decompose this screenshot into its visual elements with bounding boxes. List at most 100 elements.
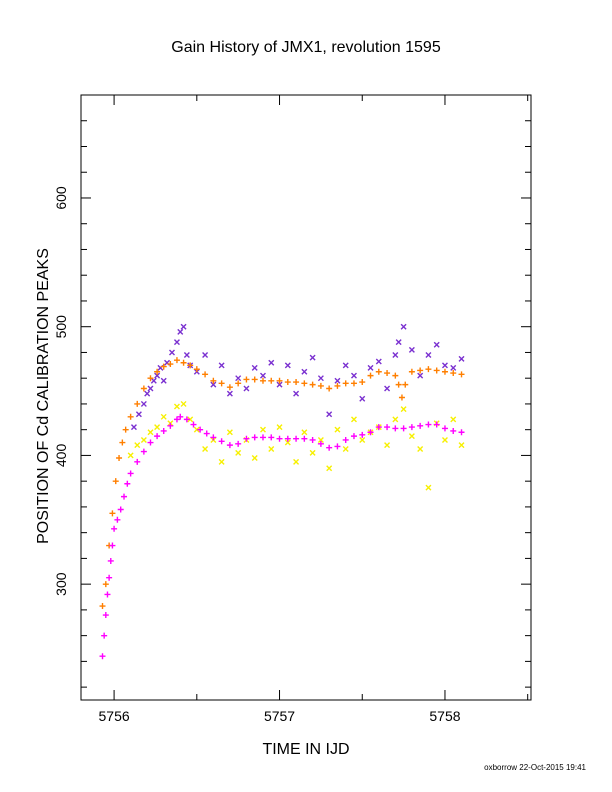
data-point [276,435,283,442]
data-point [235,440,242,447]
data-point [202,445,209,452]
y-tick-label: 600 [53,186,69,210]
data-point [124,480,131,487]
data-point [375,424,382,431]
data-point [202,371,209,378]
data-point [154,372,161,379]
data-point [134,442,141,449]
data-point [392,416,399,423]
data-point [226,429,233,436]
data-point [342,445,349,452]
series-group [127,400,465,491]
data-point [183,352,190,359]
data-point [160,363,167,370]
data-point [395,381,402,388]
data-point [392,372,399,379]
data-point [190,421,197,428]
data-point [425,366,432,373]
data-point [395,339,402,346]
data-point [301,368,308,375]
data-point [402,381,409,388]
data-point [102,612,109,619]
data-point [147,439,154,446]
data-point [425,352,432,359]
data-point [450,364,457,371]
data-point [326,465,333,472]
data-point [441,368,448,375]
axis-ticks [81,94,531,700]
data-point [425,484,432,491]
data-point [284,435,291,442]
data-point [134,400,141,407]
data-point [384,370,391,377]
data-point [111,525,118,532]
data-point [180,359,187,366]
data-point [210,377,217,384]
data-point [334,377,341,384]
data-point [140,385,147,392]
data-point [400,425,407,432]
data-point [154,368,161,375]
data-point [130,424,137,431]
data-point [433,421,440,428]
data-point [243,385,250,392]
data-point [203,430,210,437]
data-point [301,380,308,387]
data-point [317,436,324,443]
data-point [268,434,275,441]
data-point [226,390,233,397]
data-point [400,323,407,330]
data-point [154,433,161,440]
data-point [140,436,147,443]
data-point [173,357,180,364]
data-point [116,455,123,461]
data-point [99,603,106,610]
data-point [268,377,275,384]
data-point [342,362,349,369]
data-point [417,367,424,374]
series-group [99,357,465,610]
data-point [187,416,194,423]
data-point [259,426,266,433]
data-point [122,426,129,433]
data-point [417,372,424,379]
data-point [326,444,333,451]
data-point [408,346,415,353]
data-point [160,377,167,384]
data-point [180,323,187,330]
data-point [127,452,134,459]
data-point [226,384,233,391]
data-point [210,434,217,441]
data-point [317,375,324,382]
data-point [334,382,341,389]
data-point [235,380,242,387]
data-point [309,436,316,443]
data-point [350,416,357,423]
data-point [177,328,184,335]
data-point [450,416,457,423]
data-point [350,372,357,379]
data-point [183,416,190,423]
data-point [114,516,121,523]
data-point [309,381,316,388]
y-tick-label: 500 [53,315,69,339]
data-point [154,424,161,431]
x-tick-labels: 5756 5757 5758 [99,708,461,724]
data-point [173,416,180,423]
data-point [107,557,114,564]
data-points [99,323,465,660]
data-point [425,421,432,428]
data-point [259,434,266,441]
data-point [384,424,391,431]
data-point [147,385,154,392]
data-point [218,438,225,445]
data-point [119,439,126,446]
y-tick-labels: 300 400 500 600 [53,186,69,596]
data-point [293,458,300,465]
data-point [160,413,167,420]
data-point [441,362,448,369]
x-axis-label: TIME IN IJD [262,741,349,758]
data-point [251,376,258,383]
plot-frame [80,94,532,701]
data-point [450,370,457,377]
